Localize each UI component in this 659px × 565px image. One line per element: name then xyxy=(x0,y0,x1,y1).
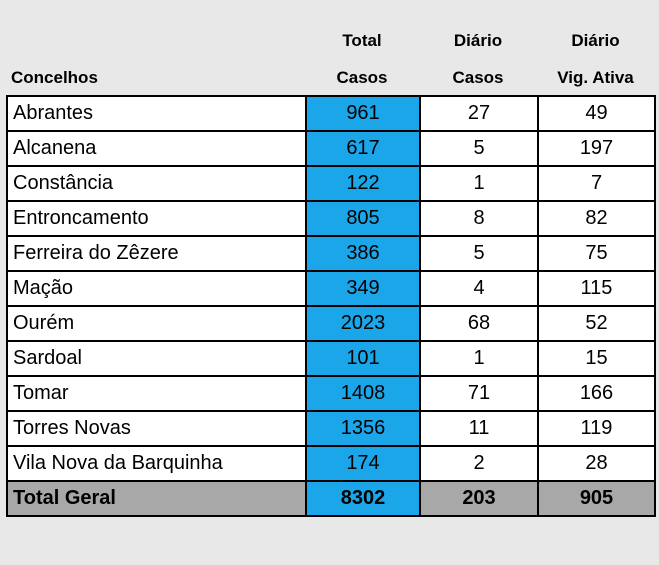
row-diario-casos: 8 xyxy=(419,200,539,237)
table-row: Torres Novas 1356 11 119 xyxy=(6,410,656,447)
row-total-casos: 349 xyxy=(305,270,421,307)
row-concelho: Torres Novas xyxy=(6,410,307,447)
header-diario-vig-ativa: Diário Vig. Ativa xyxy=(537,31,654,105)
total-geral-vig-ativa: 905 xyxy=(537,480,656,517)
row-total-casos: 617 xyxy=(305,130,421,167)
row-vig-ativa: 197 xyxy=(537,130,656,167)
row-vig-ativa: 166 xyxy=(537,375,656,412)
row-vig-ativa: 119 xyxy=(537,410,656,447)
row-concelho: Ferreira do Zêzere xyxy=(6,235,307,272)
row-diario-casos: 68 xyxy=(419,305,539,342)
row-total-casos: 386 xyxy=(305,235,421,272)
header-total-casos: Total Casos xyxy=(305,31,419,105)
header-diario-line1: Diário xyxy=(453,31,503,50)
row-concelho: Entroncamento xyxy=(6,200,307,237)
row-total-casos: 1356 xyxy=(305,410,421,447)
table-row: Ourém 2023 68 52 xyxy=(6,305,656,342)
row-vig-ativa: 115 xyxy=(537,270,656,307)
row-vig-ativa: 28 xyxy=(537,445,656,482)
row-total-casos: 2023 xyxy=(305,305,421,342)
row-vig-ativa: 7 xyxy=(537,165,656,202)
row-vig-ativa: 82 xyxy=(537,200,656,237)
row-concelho: Sardoal xyxy=(6,340,307,377)
row-total-casos: 961 xyxy=(305,95,421,132)
table-row: Sardoal 101 1 15 xyxy=(6,340,656,377)
row-total-casos: 1408 xyxy=(305,375,421,412)
total-geral-diario: 203 xyxy=(419,480,539,517)
row-concelho: Mação xyxy=(6,270,307,307)
row-diario-casos: 5 xyxy=(419,130,539,167)
row-diario-casos: 1 xyxy=(419,340,539,377)
table-row: Ferreira do Zêzere 386 5 75 xyxy=(6,235,656,272)
header-total-line1: Total xyxy=(342,31,382,50)
table-header: Concelhos Total Casos Diário Casos Diári… xyxy=(0,0,659,96)
total-geral-casos: 8302 xyxy=(305,480,421,517)
table-row: Constância 122 1 7 xyxy=(6,165,656,202)
table-row: Vila Nova da Barquinha 174 2 28 xyxy=(6,445,656,482)
table-row: Tomar 1408 71 166 xyxy=(6,375,656,412)
table-row: Alcanena 617 5 197 xyxy=(6,130,656,167)
row-diario-casos: 2 xyxy=(419,445,539,482)
row-total-casos: 805 xyxy=(305,200,421,237)
row-total-casos: 174 xyxy=(305,445,421,482)
header-vig-line2: Vig. Ativa xyxy=(557,68,634,87)
row-concelho: Vila Nova da Barquinha xyxy=(6,445,307,482)
header-total-line2: Casos xyxy=(336,68,388,87)
total-geral-label: Total Geral xyxy=(6,480,307,517)
row-diario-casos: 71 xyxy=(419,375,539,412)
row-concelho: Tomar xyxy=(6,375,307,412)
row-vig-ativa: 49 xyxy=(537,95,656,132)
table-row: Abrantes 961 27 49 xyxy=(6,95,656,132)
row-diario-casos: 4 xyxy=(419,270,539,307)
row-concelho: Ourém xyxy=(6,305,307,342)
header-concelhos-label: Concelhos xyxy=(11,68,98,87)
row-diario-casos: 11 xyxy=(419,410,539,447)
cases-table: Abrantes 961 27 49 Alcanena 617 5 197 Co… xyxy=(6,95,656,517)
row-total-casos: 122 xyxy=(305,165,421,202)
table-row: Mação 349 4 115 xyxy=(6,270,656,307)
row-diario-casos: 27 xyxy=(419,95,539,132)
header-diario-line2: Casos xyxy=(452,68,504,87)
header-diario-casos: Diário Casos xyxy=(419,31,537,105)
row-concelho: Abrantes xyxy=(6,95,307,132)
row-vig-ativa: 52 xyxy=(537,305,656,342)
header-vig-line1: Diário xyxy=(571,31,620,50)
row-total-casos: 101 xyxy=(305,340,421,377)
row-vig-ativa: 15 xyxy=(537,340,656,377)
total-geral-row: Total Geral 8302 203 905 xyxy=(6,480,656,517)
row-diario-casos: 1 xyxy=(419,165,539,202)
header-concelhos: Concelhos xyxy=(11,68,98,87)
row-vig-ativa: 75 xyxy=(537,235,656,272)
table-row: Entroncamento 805 8 82 xyxy=(6,200,656,237)
row-diario-casos: 5 xyxy=(419,235,539,272)
row-concelho: Constância xyxy=(6,165,307,202)
row-concelho: Alcanena xyxy=(6,130,307,167)
